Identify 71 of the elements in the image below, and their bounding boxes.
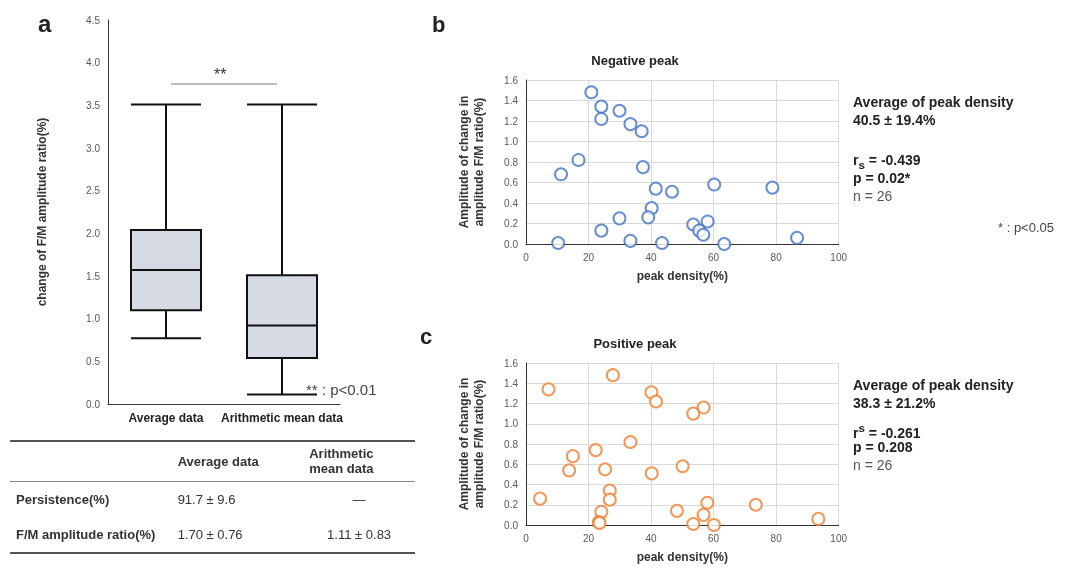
text: 40.5 ± 19.4% [853,112,936,128]
chart-title: Negative peak [591,53,680,68]
y-tick-label: 3.5 [86,99,101,111]
y-axis-title: Amplitude of change in amplitude F/M ratio(%) [456,377,486,511]
text: p = 0.02* [853,170,911,186]
x-tick-label: 80 [770,532,783,544]
x-tick-label: 40 [645,251,658,263]
annotation: ** : p<0.01 [306,381,377,398]
x-tick-label: 40 [645,532,658,544]
y-tick-label: 0.8 [504,438,519,450]
text: Persistence(%) [15,490,111,509]
y-tick-label: 3.0 [86,142,101,154]
text: Average of peak density [853,94,1014,110]
y-tick-label: 1.2 [504,398,519,409]
y-axis-title: Amplitude of change in amplitude F/M ratio(%) [456,95,486,229]
text: — [351,490,367,509]
text: r$_{s}$ = -0.439 [853,152,921,171]
text: 38.3 ± 21.2% [853,395,936,411]
text: 1.11 ± 0.83 [326,526,393,544]
y-tick-label: 1.5 [86,270,101,282]
x-tick-label: 60 [708,251,720,263]
y-tick-label: 1.6 [504,74,519,86]
text: a [38,10,52,38]
y-tick-label: 1.0 [504,418,519,430]
y-tick-label: 4.0 [86,57,101,69]
text: 91.7 ± 9.6 [176,490,237,509]
y-tick-label: 2.5 [86,185,101,197]
x-tick-label: 20 [582,532,595,544]
x-tick-label: 20 [582,251,595,263]
y-tick-label: 4.5 [86,14,101,26]
text: b [432,12,446,38]
y-tick-label: 1.6 [504,357,519,369]
y-tick-label: 0.8 [504,156,519,168]
x-tick-label: 0 [523,251,530,263]
y-tick-label: 1.0 [504,136,519,147]
text: c [420,324,433,350]
text: p = 0.208 [853,439,913,455]
y-tick-label: 0.2 [504,218,519,229]
text: Average data [176,452,260,471]
y-tick-label: 1.0 [86,313,101,325]
y-tick-label: 1.2 [504,115,519,127]
text: 1.70 ± 0.76 [176,526,244,544]
text: Arithmetic mean data [308,445,375,479]
x-tick-label: 80 [770,251,783,263]
x-tick-label: 0 [523,532,530,544]
text: r$^{s}$ = -0.261 [853,421,921,441]
x-tick-label: 100 [830,532,848,544]
text: n = 26 [853,457,893,473]
text: * : p<0.05 [998,220,1055,235]
y-tick-label: 0.0 [86,398,101,410]
y-tick-label: 1.4 [504,377,519,389]
y-tick-label: 0.6 [504,458,519,470]
y-tick-label: 0.0 [504,238,519,250]
x-tick-label: 100 [830,251,848,263]
y-tick-label: 0.4 [504,479,519,490]
y-tick-label: 2.0 [86,227,101,239]
y-axis-title: change of F/M amplitude ratio(%) [35,117,49,307]
y-tick-label: 0.4 [504,197,519,209]
y-tick-label: 0.0 [504,519,519,531]
x-tick-label: 60 [708,532,720,544]
annotation: ** [214,66,227,84]
y-tick-label: 1.4 [504,95,519,106]
text: F/M amplitude ratio(%) [15,526,157,544]
chart-title: Positive peak [593,336,678,351]
text: n = 26 [853,188,893,204]
text: Average of peak density [853,377,1014,393]
y-tick-label: 0.2 [504,499,519,511]
y-tick-label: 0.5 [86,355,101,367]
x-axis-title: peak density(%) [636,269,729,283]
y-tick-label: 0.6 [504,177,519,188]
x-axis-title: peak density(%) [636,550,729,564]
